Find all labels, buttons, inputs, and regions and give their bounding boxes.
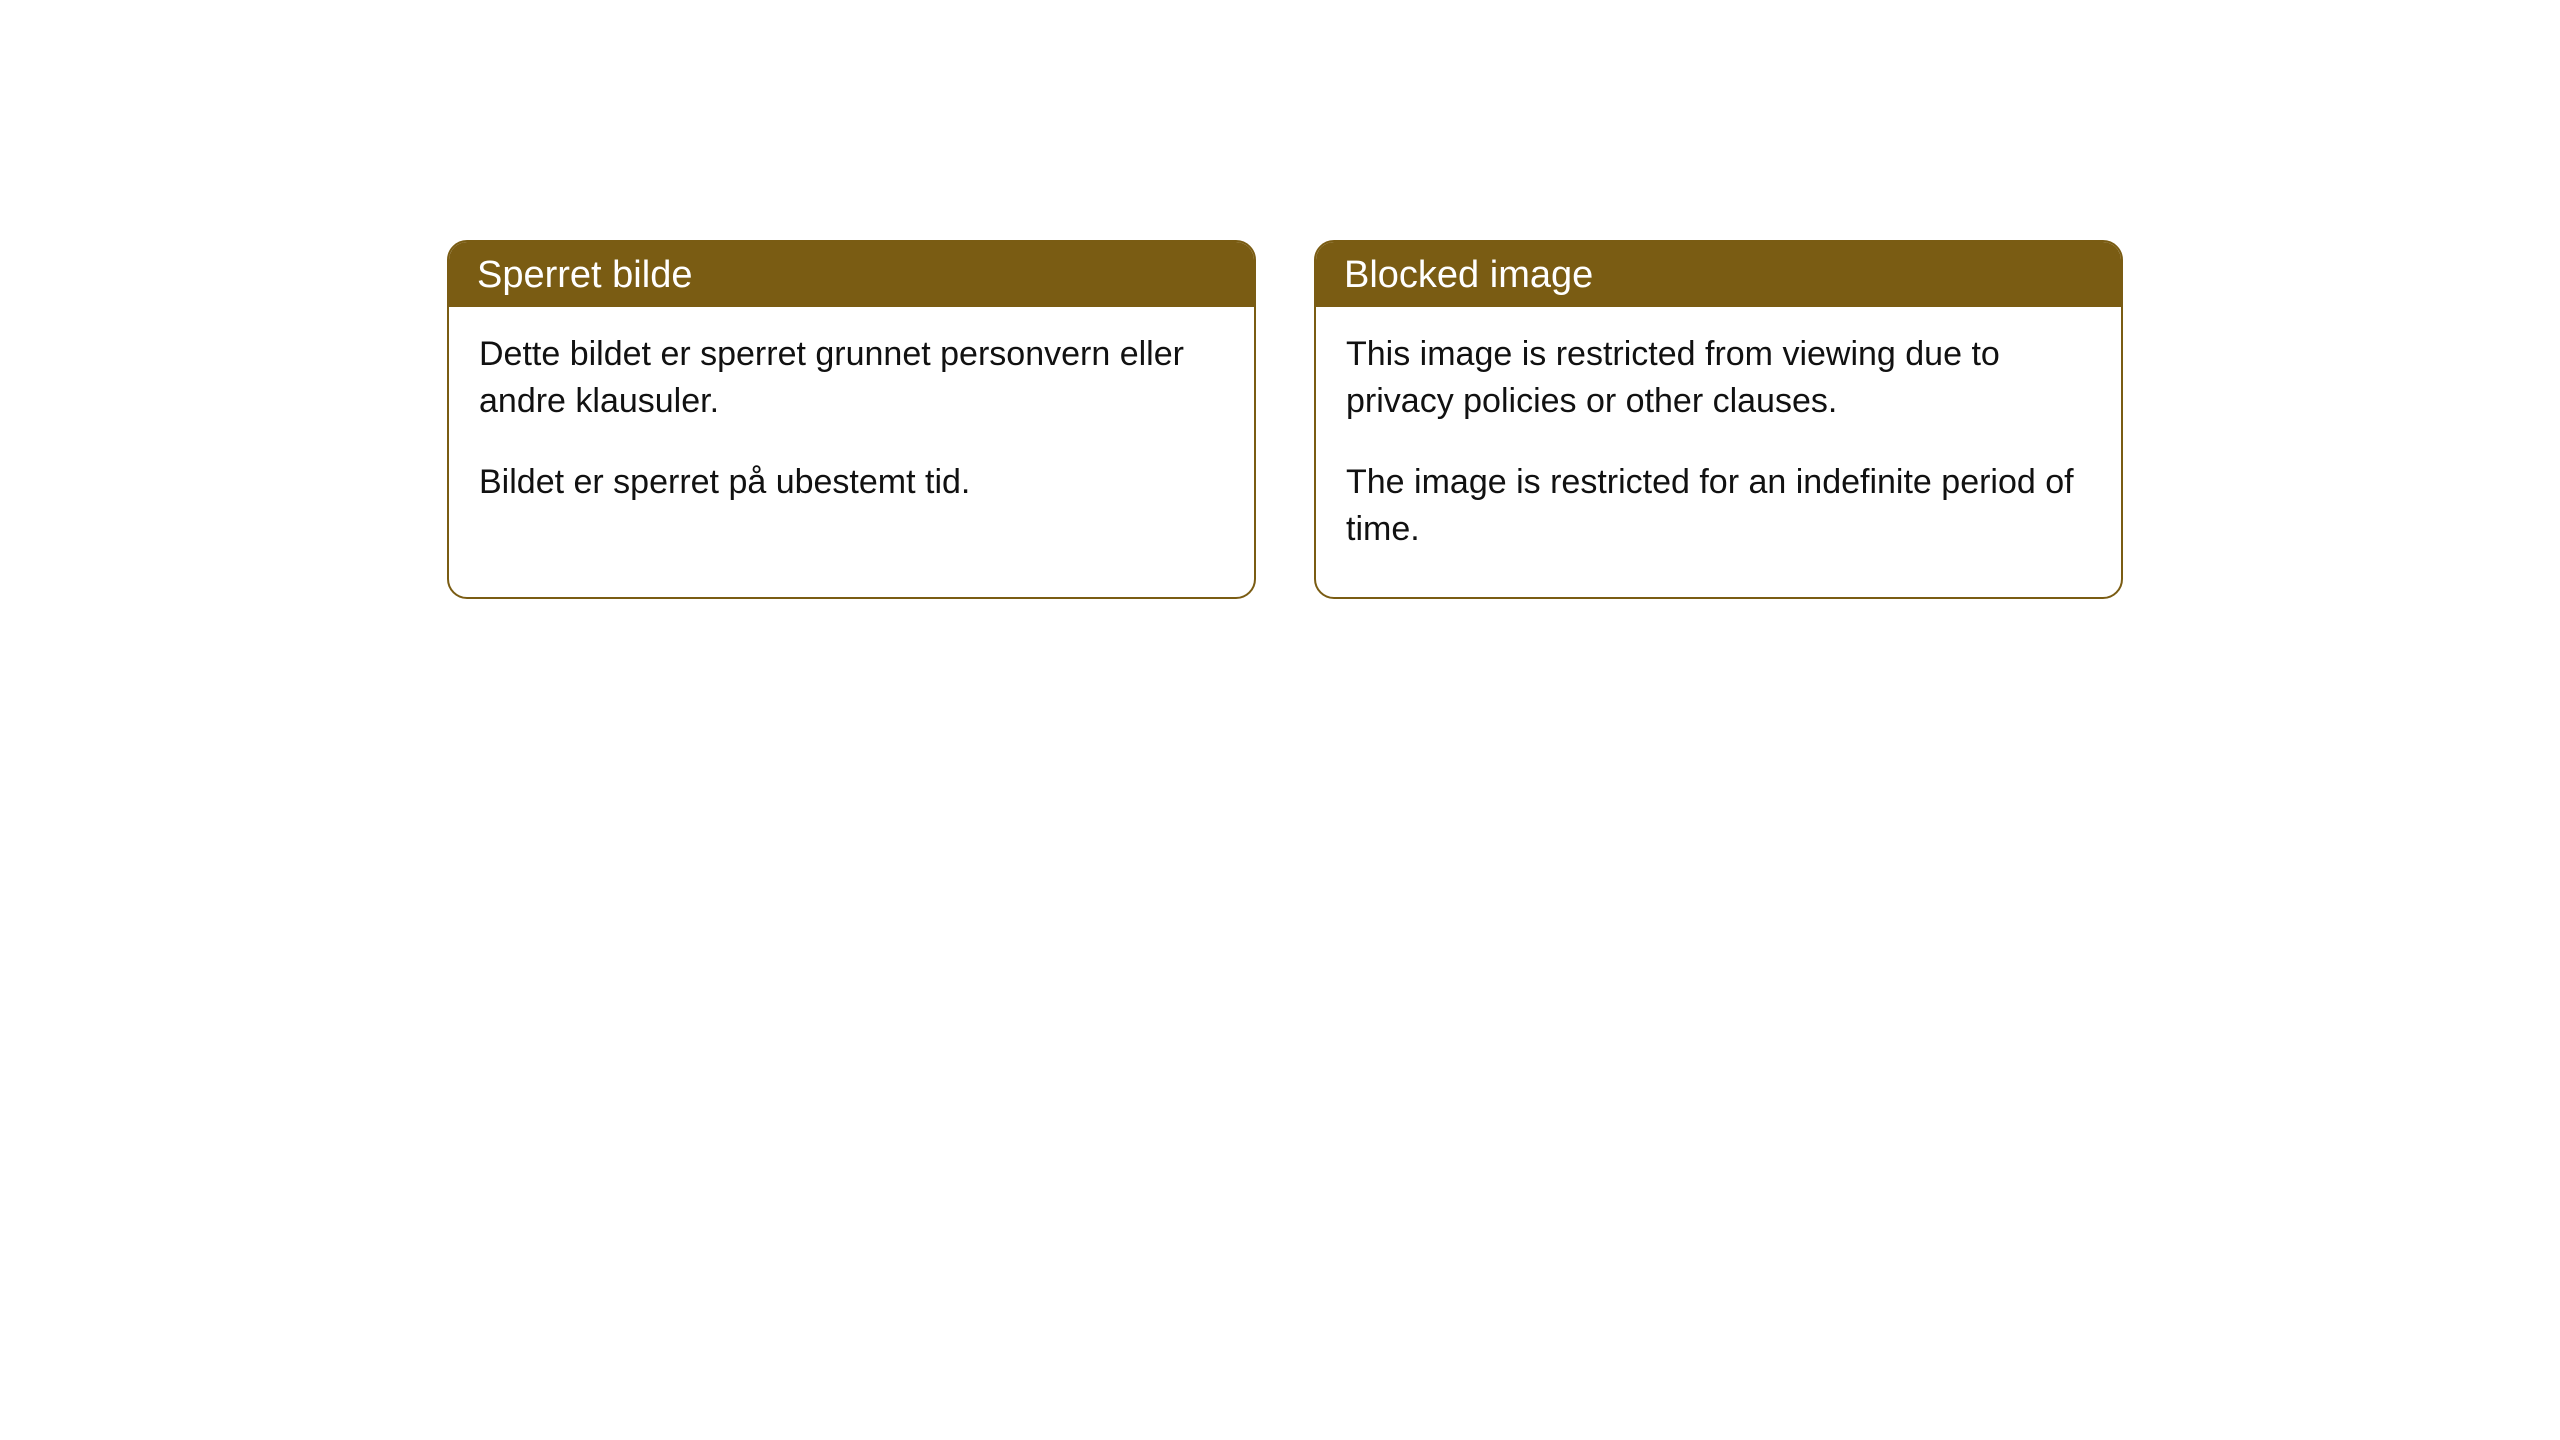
- blocked-image-card-no: Sperret bilde Dette bildet er sperret gr…: [447, 240, 1256, 599]
- card-text-no-1: Dette bildet er sperret grunnet personve…: [479, 331, 1224, 425]
- card-body-no: Dette bildet er sperret grunnet personve…: [449, 307, 1254, 550]
- card-text-en-2: The image is restricted for an indefinit…: [1346, 459, 2091, 553]
- card-title-no: Sperret bilde: [449, 242, 1254, 307]
- card-text-no-2: Bildet er sperret på ubestemt tid.: [479, 459, 1224, 506]
- notice-container: Sperret bilde Dette bildet er sperret gr…: [0, 0, 2560, 599]
- blocked-image-card-en: Blocked image This image is restricted f…: [1314, 240, 2123, 599]
- card-text-en-1: This image is restricted from viewing du…: [1346, 331, 2091, 425]
- card-title-en: Blocked image: [1316, 242, 2121, 307]
- card-body-en: This image is restricted from viewing du…: [1316, 307, 2121, 597]
